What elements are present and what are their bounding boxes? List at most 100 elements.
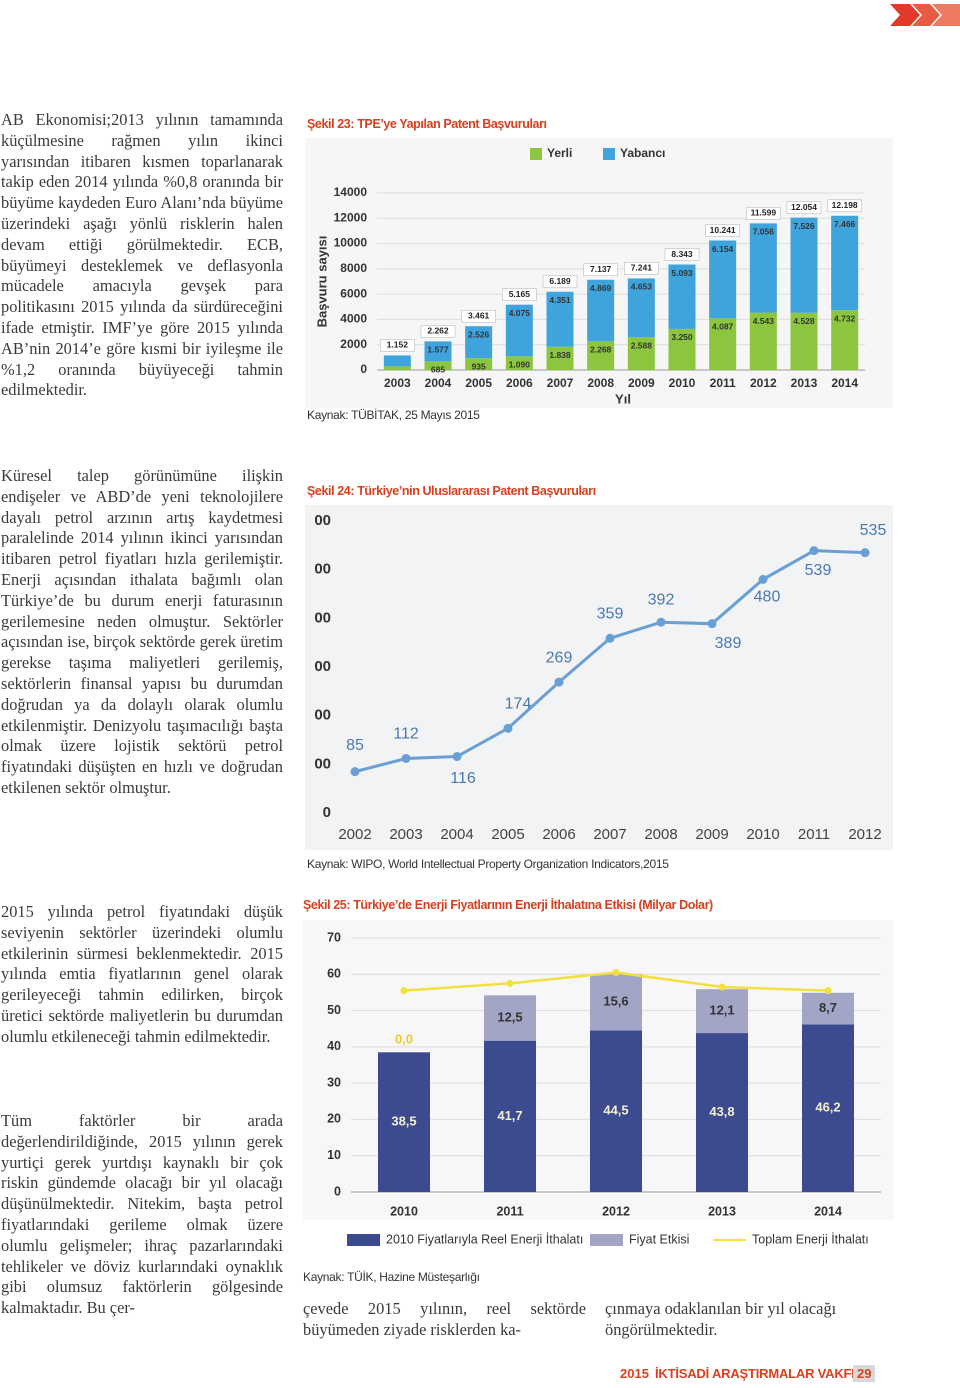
value-label: 6.154: [712, 244, 734, 254]
point: [605, 633, 615, 643]
x-tick-label: 2010: [669, 376, 696, 390]
bar-segment: [587, 341, 615, 370]
x-tick-label: 2005: [465, 376, 492, 390]
header-ornament: [890, 4, 960, 26]
point: [809, 546, 819, 556]
value-label: 4.543: [753, 316, 775, 326]
bar-segment: [831, 215, 859, 311]
y-tick-label: 60: [327, 967, 341, 981]
y-tick-label: 8000: [340, 261, 367, 275]
paragraph: 2015 yılında petrol fiyatındaki düşük se…: [1, 902, 283, 1046]
bar-segment: [831, 310, 859, 370]
bar-segment: [505, 356, 533, 370]
value-label: 12,1: [709, 1003, 734, 1018]
value-label: 4.732: [834, 313, 856, 323]
total-label: 11.599: [751, 208, 777, 218]
bar-segment: [590, 1030, 642, 1192]
bar-segment: [627, 337, 655, 370]
total-label-box: [420, 325, 456, 338]
y-tick-label: 4000: [340, 312, 367, 326]
value-label: 539: [805, 562, 832, 579]
x-tick-label: 2014: [814, 1204, 842, 1218]
total-label: 7.241: [631, 263, 653, 273]
total-label-box: [502, 288, 537, 301]
y-tick-label: 00: [314, 658, 331, 675]
total-label-box: [624, 262, 659, 275]
bar-segment: [383, 366, 411, 370]
x-tick-label: 2006: [542, 826, 575, 843]
x-tick-label: 2011: [496, 1204, 523, 1218]
x-tick-label: 2012: [602, 1204, 630, 1218]
total-label-box: [664, 248, 700, 261]
total-label-box: [827, 199, 862, 213]
x-tick-label: 2007: [547, 376, 574, 390]
chart: 0 10 20 30 40 50 60 70 2010 2011 2012 2013 2014 38,5 4…: [303, 920, 893, 1246]
bar-segment: [709, 240, 737, 319]
footer-year: 2015: [620, 1366, 649, 1381]
bar-segment: [802, 992, 854, 1025]
x-tick-label: 2014: [831, 376, 858, 390]
x-axis-label: Yıl: [615, 391, 631, 406]
value-label: 112: [393, 726, 419, 743]
point: [612, 968, 620, 976]
bar-segment: [484, 995, 536, 1041]
x-tick-label: 2003: [389, 826, 422, 843]
x-tick-label: 2011: [798, 826, 830, 843]
value-label: 359: [597, 606, 624, 623]
page-number: 29: [853, 1365, 876, 1382]
bar-segment: [790, 312, 818, 370]
x-tick-label: 2008: [587, 376, 614, 390]
y-tick-label: 12000: [334, 210, 368, 224]
total-label: 2.262: [427, 326, 449, 336]
bar-segment: [484, 1040, 536, 1192]
point: [400, 987, 408, 995]
x-tick-label: 2002: [338, 826, 371, 843]
bar-segment: [790, 217, 818, 313]
point: [707, 619, 717, 629]
value-label: 174: [505, 696, 532, 713]
y-tick-label: 20: [327, 1112, 341, 1126]
x-tick-label: 2008: [644, 826, 677, 843]
total-label-box: [786, 201, 822, 214]
value-label: 12,5: [497, 1009, 522, 1024]
y-tick-label: 10: [327, 1148, 341, 1162]
bar-segment: [465, 326, 493, 359]
value-label: 4.075: [509, 308, 531, 318]
y-tick-label: 70: [327, 930, 341, 944]
paragraph: Küresel talep görünümüne ilişkin endişel…: [1, 466, 283, 797]
value-label: 480: [754, 589, 781, 606]
value-label: 7.526: [793, 221, 815, 231]
paragraph: çevede 2015 yılının, reel sektörde büyüm…: [303, 1299, 586, 1339]
value-label: 685: [431, 365, 445, 375]
x-tick-label: 2010: [390, 1204, 418, 1218]
y-tick-label: 40: [327, 1039, 341, 1053]
y-tick-label: 50: [327, 1003, 341, 1017]
total-label: 10.241: [710, 225, 736, 235]
bar-segment: [749, 312, 777, 370]
value-label: 15,6: [603, 994, 628, 1009]
value-label: 269: [546, 649, 573, 666]
value-label: 7.056: [753, 227, 775, 237]
y-tick-label: 00: [314, 561, 331, 578]
point: [503, 723, 513, 733]
x-tick-label: 2004: [440, 826, 473, 843]
value-label: 2.526: [468, 329, 490, 339]
bar-segment: [546, 346, 574, 370]
value-label: 5.093: [671, 268, 693, 278]
y-tick-label: 10000: [334, 236, 368, 250]
x-tick-label: 2009: [628, 376, 655, 390]
x-tick-label: 2010: [746, 826, 779, 843]
y-tick-label: 00: [314, 609, 331, 626]
x-tick-label: 2012: [750, 376, 777, 390]
legend-label: Toplam Enerji İthalatı: [752, 1232, 869, 1246]
bar-segment: [505, 304, 533, 357]
total-label-box: [380, 339, 415, 352]
bar-segment: [709, 318, 737, 370]
x-tick-label: 2013: [791, 376, 818, 390]
x-tick-label: 2011: [710, 376, 736, 390]
x-tick-label: 2004: [425, 376, 452, 390]
point: [554, 677, 564, 687]
paragraph: AB Ekonomisi;2013 yılının tamamında küçü…: [1, 110, 283, 400]
